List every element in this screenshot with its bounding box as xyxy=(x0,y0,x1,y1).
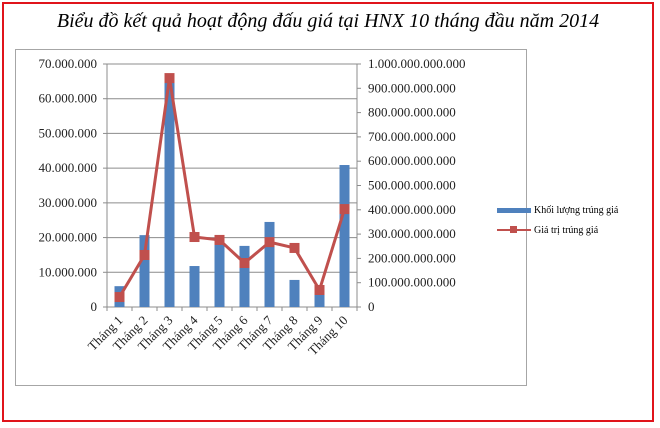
bar-volume xyxy=(339,165,350,307)
left-axis-label: 40.000.000 xyxy=(39,160,98,175)
right-axis-label: 500.000.000.000 xyxy=(368,178,456,193)
legend-label-value: Giá trị trúng giá xyxy=(534,224,599,236)
line-marker xyxy=(289,242,300,253)
bar-volume xyxy=(139,235,150,307)
right-axis-label: 1.000.000.000.000 xyxy=(368,56,466,71)
legend-label-volume: Khối lượng trúng giá xyxy=(534,204,619,216)
chart-area xyxy=(15,49,527,386)
right-axis-label: 800.000.000.000 xyxy=(368,105,456,120)
left-axis-label: 50.000.000 xyxy=(39,125,98,140)
left-axis-label: 0 xyxy=(91,299,98,314)
bar-volume xyxy=(314,293,325,307)
bar-volume xyxy=(214,242,225,307)
right-axis-label: 700.000.000.000 xyxy=(368,129,456,144)
legend-item-value: Giá trị trúng giá xyxy=(497,220,618,240)
right-axis-label: 600.000.000.000 xyxy=(368,153,456,168)
line-marker xyxy=(214,234,225,245)
line-marker xyxy=(164,73,175,84)
bar-volume xyxy=(289,279,300,307)
legend: Khối lượng trúng giá Giá trị trúng giá xyxy=(497,200,618,240)
line-marker xyxy=(239,258,250,269)
line-marker xyxy=(314,284,325,295)
left-axis-label: 60.000.000 xyxy=(39,91,98,106)
right-axis-label: 0 xyxy=(368,299,375,314)
left-axis-label: 10.000.000 xyxy=(39,264,98,279)
left-axis-label: 70.000.000 xyxy=(39,56,98,71)
line-marker xyxy=(139,249,150,260)
bar-volume xyxy=(239,245,250,307)
line-value xyxy=(118,76,346,298)
left-axis-label: 30.000.000 xyxy=(39,195,98,210)
bar-volume xyxy=(264,221,275,307)
line-marker xyxy=(264,237,275,248)
right-axis-label: 200.000.000.000 xyxy=(368,250,456,265)
bar-volume xyxy=(189,266,200,307)
left-axis-label: 20.000.000 xyxy=(39,230,98,245)
line-marker-swatch-icon xyxy=(497,225,531,235)
right-axis-label: 300.000.000.000 xyxy=(368,226,456,241)
chart-title: Biểu đồ kết quả hoạt động đấu giá tại HN… xyxy=(56,10,600,32)
bar-volume xyxy=(164,79,175,307)
line-marker xyxy=(189,232,200,243)
right-axis-label: 400.000.000.000 xyxy=(368,202,456,217)
line-marker xyxy=(114,292,125,303)
right-axis-label: 100.000.000.000 xyxy=(368,275,456,290)
right-axis-label: 900.000.000.000 xyxy=(368,80,456,95)
bar-swatch-icon xyxy=(497,207,531,213)
legend-item-volume: Khối lượng trúng giá xyxy=(497,200,618,220)
line-marker xyxy=(339,204,350,215)
